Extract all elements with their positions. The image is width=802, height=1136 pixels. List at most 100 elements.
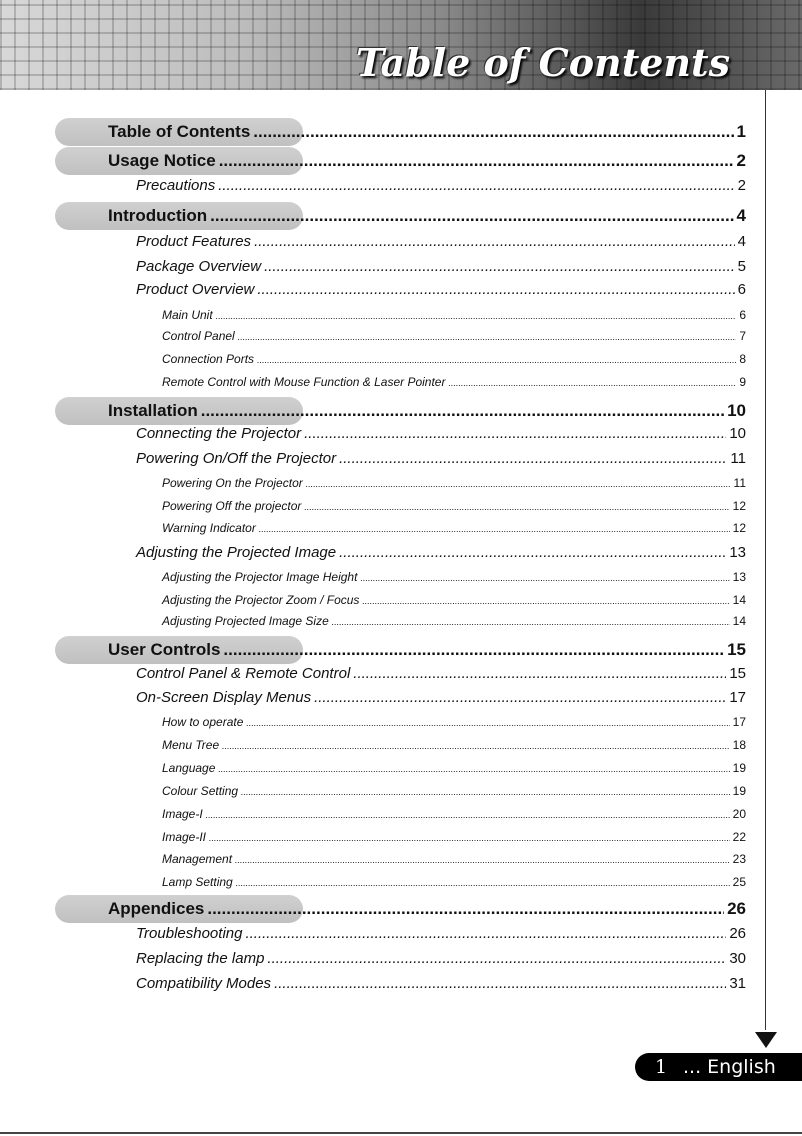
dot-leader: [246, 718, 729, 728]
toc-entry-title: Product Features: [136, 233, 252, 250]
dot-leader: [218, 764, 729, 774]
dot-leader: [314, 689, 726, 706]
toc-entry[interactable]: How to operate 17: [162, 715, 746, 729]
toc-entry-title: Management: [162, 851, 233, 866]
toc-entry[interactable]: Menu Tree 18: [162, 738, 746, 752]
dot-leader: [304, 502, 729, 512]
toc-entry-page: 1: [736, 121, 746, 141]
toc-entry-title: Warning Indicator: [162, 520, 256, 535]
header-banner: Table of Contents: [0, 0, 802, 90]
toc-entry[interactable]: Replacing the lamp 30: [136, 950, 746, 967]
toc-entry-title: Adjusting the Projector Zoom / Focus: [162, 592, 360, 607]
toc-entry-title: Adjusting Projected Image Size: [162, 613, 329, 628]
dot-leader: [207, 899, 724, 919]
dot-leader: [236, 878, 730, 888]
toc-entry[interactable]: Adjusting the Projector Zoom / Focus 14: [162, 593, 746, 607]
toc-entry-title: Troubleshooting: [136, 925, 243, 942]
toc-entry-page: 31: [729, 975, 746, 992]
toc-entry[interactable]: Adjusting the Projector Image Height 13: [162, 570, 746, 584]
toc-entry[interactable]: Image-II 22: [162, 830, 746, 844]
toc-entry[interactable]: Table of Contents 1: [108, 122, 746, 142]
toc-entry-title: Powering Off the projector: [162, 498, 302, 513]
toc-entry-page: 17: [732, 714, 746, 729]
toc-entry-page: 5: [737, 258, 746, 275]
toc-entry-title: Adjusting the Projected Image: [136, 544, 337, 561]
toc-entry[interactable]: Compatibility Modes 31: [136, 975, 746, 992]
toc-entry[interactable]: Remote Control with Mouse Function & Las…: [162, 375, 746, 389]
toc-entry[interactable]: Adjusting the Projected Image 13: [136, 544, 746, 561]
toc-entry[interactable]: Powering On the Projector 11: [162, 476, 746, 490]
bottom-divider: [0, 1132, 802, 1134]
toc-entry-page: 22: [732, 829, 746, 844]
toc-entry[interactable]: Warning Indicator 12: [162, 521, 746, 535]
toc-entry-page: 6: [739, 307, 746, 322]
toc-entry[interactable]: Connecting the Projector 10: [136, 425, 746, 442]
dot-leader: [209, 833, 730, 843]
toc-entry-page: 26: [727, 898, 746, 918]
dot-leader: [254, 233, 735, 250]
toc-entry[interactable]: Precautions 2: [136, 177, 746, 194]
toc-entry-title: Menu Tree: [162, 737, 220, 752]
dot-leader: [257, 281, 734, 298]
dot-leader: [259, 524, 730, 534]
toc-entry-title: Installation: [108, 400, 198, 420]
toc-entry-page: 20: [732, 806, 746, 821]
toc-entry[interactable]: Package Overview 5: [136, 258, 746, 275]
toc-entry[interactable]: On-Screen Display Menus 17: [136, 689, 746, 706]
toc-entry[interactable]: Introduction 4: [108, 206, 746, 226]
dot-leader: [339, 450, 727, 467]
toc-entry-page: 6: [737, 281, 746, 298]
dot-leader: [222, 741, 730, 751]
page-number: 1: [655, 1056, 668, 1078]
toc-entry-page: 8: [739, 351, 746, 366]
toc-entry[interactable]: Appendices 26: [108, 899, 746, 919]
toc-entry-title: Usage Notice: [108, 150, 216, 170]
dot-leader: [218, 177, 734, 194]
toc-entry-page: 7: [739, 328, 746, 343]
toc-entry[interactable]: Language 19: [162, 761, 746, 775]
toc-entry[interactable]: Installation 10: [108, 401, 746, 421]
toc-entry-title: Replacing the lamp: [136, 950, 265, 967]
toc-entry[interactable]: Connection Ports 8: [162, 352, 746, 366]
toc-entry-page: 2: [737, 177, 746, 194]
dot-leader: [206, 810, 730, 820]
toc-entry[interactable]: Powering Off the projector 12: [162, 499, 746, 513]
toc-entry[interactable]: Usage Notice 2: [108, 151, 746, 171]
toc-entry-page: 19: [732, 760, 746, 775]
toc-entry-page: 12: [732, 520, 746, 535]
toc-entry-page: 14: [732, 613, 746, 628]
toc-entry[interactable]: Troubleshooting 26: [136, 925, 746, 942]
margin-divider: [765, 90, 766, 1030]
dot-leader: [274, 975, 726, 992]
toc-entry[interactable]: Control Panel & Remote Control 15: [136, 665, 746, 682]
toc-entry[interactable]: Product Features 4: [136, 233, 746, 250]
dot-leader: [216, 311, 737, 321]
dot-leader: [210, 206, 733, 226]
toc-entry-page: 2: [736, 150, 746, 170]
toc-entry-page: 13: [732, 569, 746, 584]
toc-entry-title: Table of Contents: [108, 121, 251, 141]
dot-leader: [267, 950, 726, 967]
toc-entry[interactable]: Control Panel 7: [162, 329, 746, 343]
toc-entry[interactable]: Product Overview 6: [136, 281, 746, 298]
toc-entry[interactable]: Lamp Setting 25: [162, 875, 746, 889]
toc-entry-page: 4: [737, 233, 746, 250]
dot-leader: [241, 787, 730, 797]
toc-entry[interactable]: Management 23: [162, 852, 746, 866]
toc-entry-page: 15: [729, 665, 746, 682]
toc-entry[interactable]: Colour Setting 19: [162, 784, 746, 798]
toc-entry[interactable]: Image-I 20: [162, 807, 746, 821]
toc-entry[interactable]: Main Unit 6: [162, 308, 746, 322]
dot-leader: [253, 122, 733, 142]
toc-entry-page: 13: [729, 544, 746, 561]
dot-leader: [201, 401, 724, 421]
toc-entry-title: Compatibility Modes: [136, 975, 272, 992]
dot-leader: [360, 573, 729, 583]
toc-entry[interactable]: Adjusting Projected Image Size 14: [162, 614, 746, 628]
toc-entry-page: 12: [732, 498, 746, 513]
toc-entry[interactable]: Powering On/Off the Projector 11: [136, 450, 746, 467]
toc-entry[interactable]: User Controls 15: [108, 640, 746, 660]
dot-leader: [264, 258, 735, 275]
dot-leader: [257, 355, 736, 365]
